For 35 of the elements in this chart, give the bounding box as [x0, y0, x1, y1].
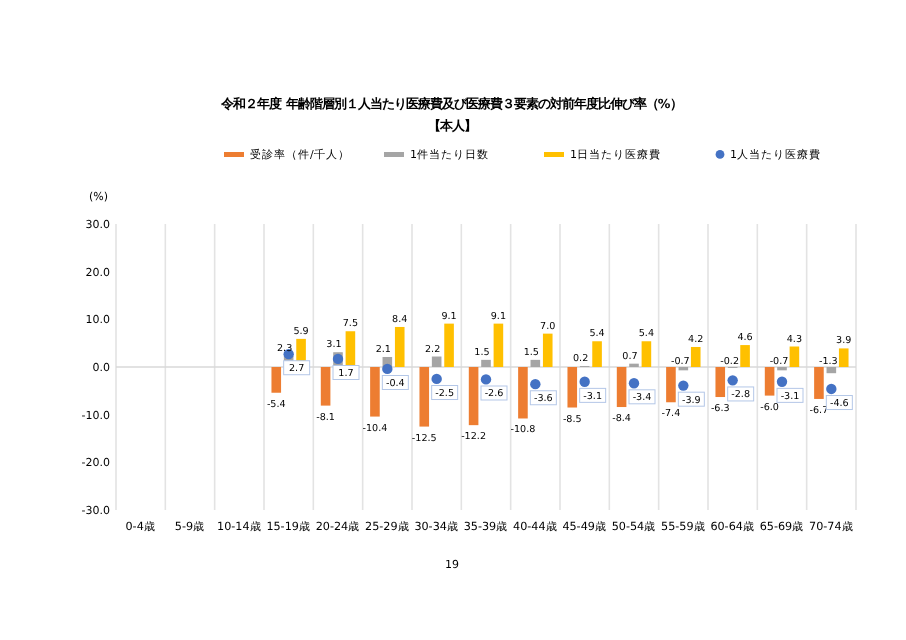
bar [789, 346, 800, 367]
bar [394, 326, 405, 367]
point [727, 375, 738, 386]
bar [468, 367, 479, 426]
bar [419, 367, 430, 427]
bar [542, 333, 553, 367]
bar [567, 367, 578, 408]
point [431, 373, 442, 385]
bar [518, 367, 528, 419]
point [776, 376, 788, 387]
point [628, 378, 640, 389]
bar [320, 367, 331, 406]
bar [370, 367, 380, 417]
point [579, 376, 590, 387]
bar [666, 367, 676, 403]
bar [764, 367, 775, 396]
bar [715, 367, 726, 398]
bar [271, 367, 282, 393]
bar [530, 359, 541, 367]
bar [592, 341, 602, 367]
bar [616, 367, 627, 408]
bar [838, 348, 849, 367]
bar [690, 346, 701, 367]
point [678, 380, 689, 391]
bar [814, 367, 824, 399]
point [382, 363, 393, 375]
point [480, 374, 492, 385]
bar [641, 341, 652, 367]
bar [444, 323, 454, 367]
bar [493, 323, 504, 367]
point [826, 383, 837, 395]
bar [481, 359, 491, 367]
point [530, 378, 541, 390]
bar [826, 367, 837, 374]
bar [740, 345, 750, 367]
